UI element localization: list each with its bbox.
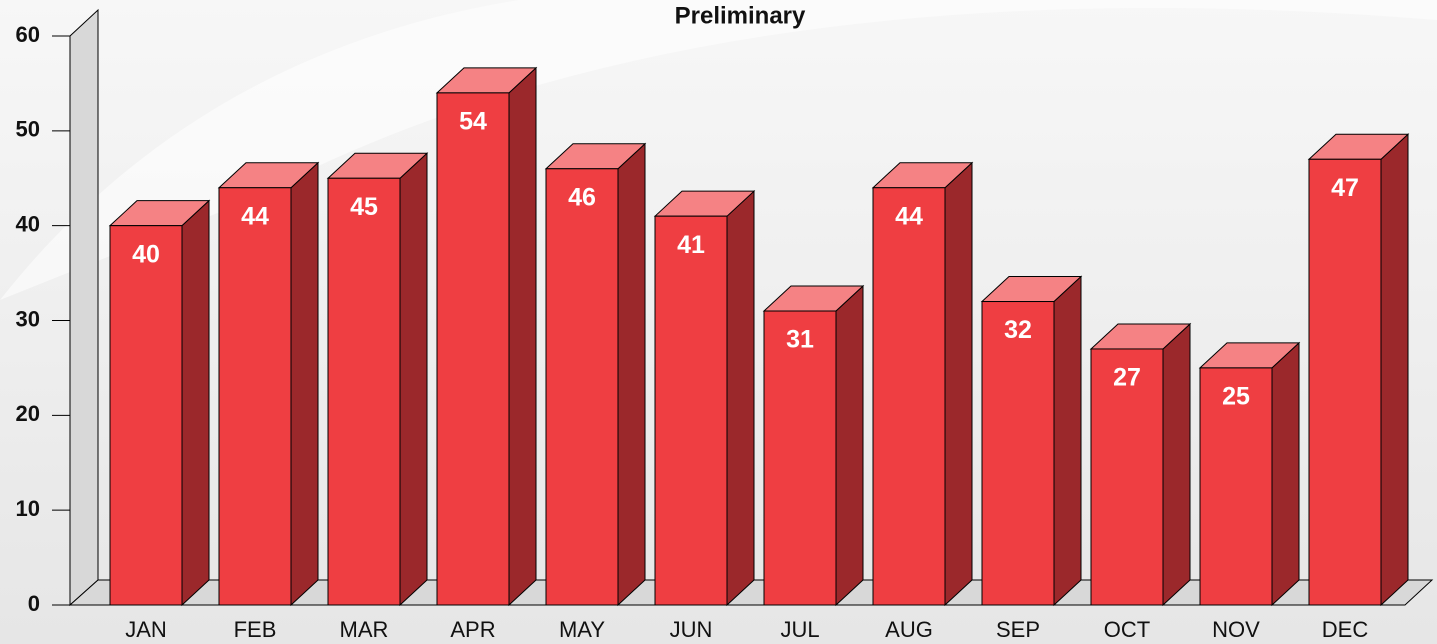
bar xyxy=(327,177,401,606)
background-swoosh xyxy=(0,0,1437,300)
bar xyxy=(436,92,510,606)
value-label: 27 xyxy=(1113,364,1141,392)
bar xyxy=(218,187,292,606)
value-label: 31 xyxy=(786,326,814,354)
y-tick-label: 30 xyxy=(16,306,40,331)
x-tick-label: APR xyxy=(450,617,495,642)
x-tick-label: OCT xyxy=(1104,617,1150,642)
bar-side xyxy=(181,199,210,607)
value-label: 54 xyxy=(459,108,487,136)
x-tick-label: MAR xyxy=(340,617,389,642)
bar-side xyxy=(835,284,864,607)
bar xyxy=(1199,367,1273,606)
x-tick-label: AUG xyxy=(885,617,933,642)
bar-side xyxy=(617,142,646,607)
value-label: 32 xyxy=(1004,316,1032,344)
x-tick-label: DEC xyxy=(1322,617,1369,642)
bar xyxy=(545,168,619,606)
bar-side xyxy=(1053,275,1082,607)
value-label: 44 xyxy=(241,202,269,230)
bar-side xyxy=(508,66,537,607)
x-tick-label: FEB xyxy=(234,617,277,642)
x-tick-label: SEP xyxy=(996,617,1040,642)
bar-side xyxy=(290,161,319,607)
y-tick-label: 20 xyxy=(16,401,40,426)
bar-side xyxy=(944,161,973,607)
x-tick-label: NOV xyxy=(1212,617,1260,642)
x-tick-label: JUN xyxy=(670,617,713,642)
value-label: 25 xyxy=(1222,383,1250,411)
value-label: 44 xyxy=(895,202,923,230)
value-label: 47 xyxy=(1331,174,1359,202)
y-tick-label: 10 xyxy=(16,496,40,521)
bar-side xyxy=(1162,322,1191,607)
x-tick-label: JAN xyxy=(125,617,167,642)
bar xyxy=(109,225,183,606)
bar-side xyxy=(1380,133,1409,607)
bar xyxy=(1308,158,1382,606)
value-label: 41 xyxy=(677,231,705,259)
value-label: 45 xyxy=(350,193,378,221)
value-label: 40 xyxy=(132,240,160,268)
bar-side xyxy=(1271,341,1300,607)
bar xyxy=(981,301,1055,606)
y-tick-label: 50 xyxy=(16,117,40,142)
bar xyxy=(872,187,946,606)
x-tick-label: JUL xyxy=(780,617,819,642)
bar xyxy=(654,215,728,606)
bar-side xyxy=(399,152,428,607)
y-tick-label: 40 xyxy=(16,211,40,236)
chart-title: Preliminary xyxy=(675,2,806,29)
value-label: 46 xyxy=(568,183,596,211)
x-tick-label: MAY xyxy=(559,617,605,642)
y-tick-label: 0 xyxy=(28,591,40,616)
y-tick-label: 60 xyxy=(16,22,40,47)
back-wall xyxy=(69,8,99,607)
bar-side xyxy=(726,190,755,607)
bar xyxy=(1090,348,1164,606)
bar xyxy=(763,310,837,606)
